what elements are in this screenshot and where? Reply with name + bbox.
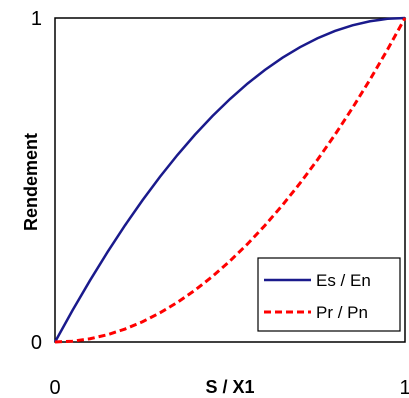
x-axis-title: S / X1 bbox=[205, 377, 254, 397]
legend: Es / En Pr / Pn bbox=[257, 257, 401, 332]
y-tick-label-top: 1 bbox=[31, 8, 42, 30]
series-line-pr-pn bbox=[54, 17, 407, 344]
y-axis-title: Rendement bbox=[21, 133, 41, 231]
series-layer bbox=[53, 16, 407, 344]
legend-label-pr-pn: Pr / Pn bbox=[316, 303, 368, 322]
y-tick-label-bottom: 0 bbox=[31, 332, 42, 354]
x-tick-label-right: 1 bbox=[399, 377, 409, 398]
legend-label-es-en: Es / En bbox=[316, 271, 371, 290]
x-tick-label-left: 0 bbox=[49, 377, 60, 398]
legend-box bbox=[257, 257, 401, 332]
series-line-es-en bbox=[53, 16, 406, 343]
